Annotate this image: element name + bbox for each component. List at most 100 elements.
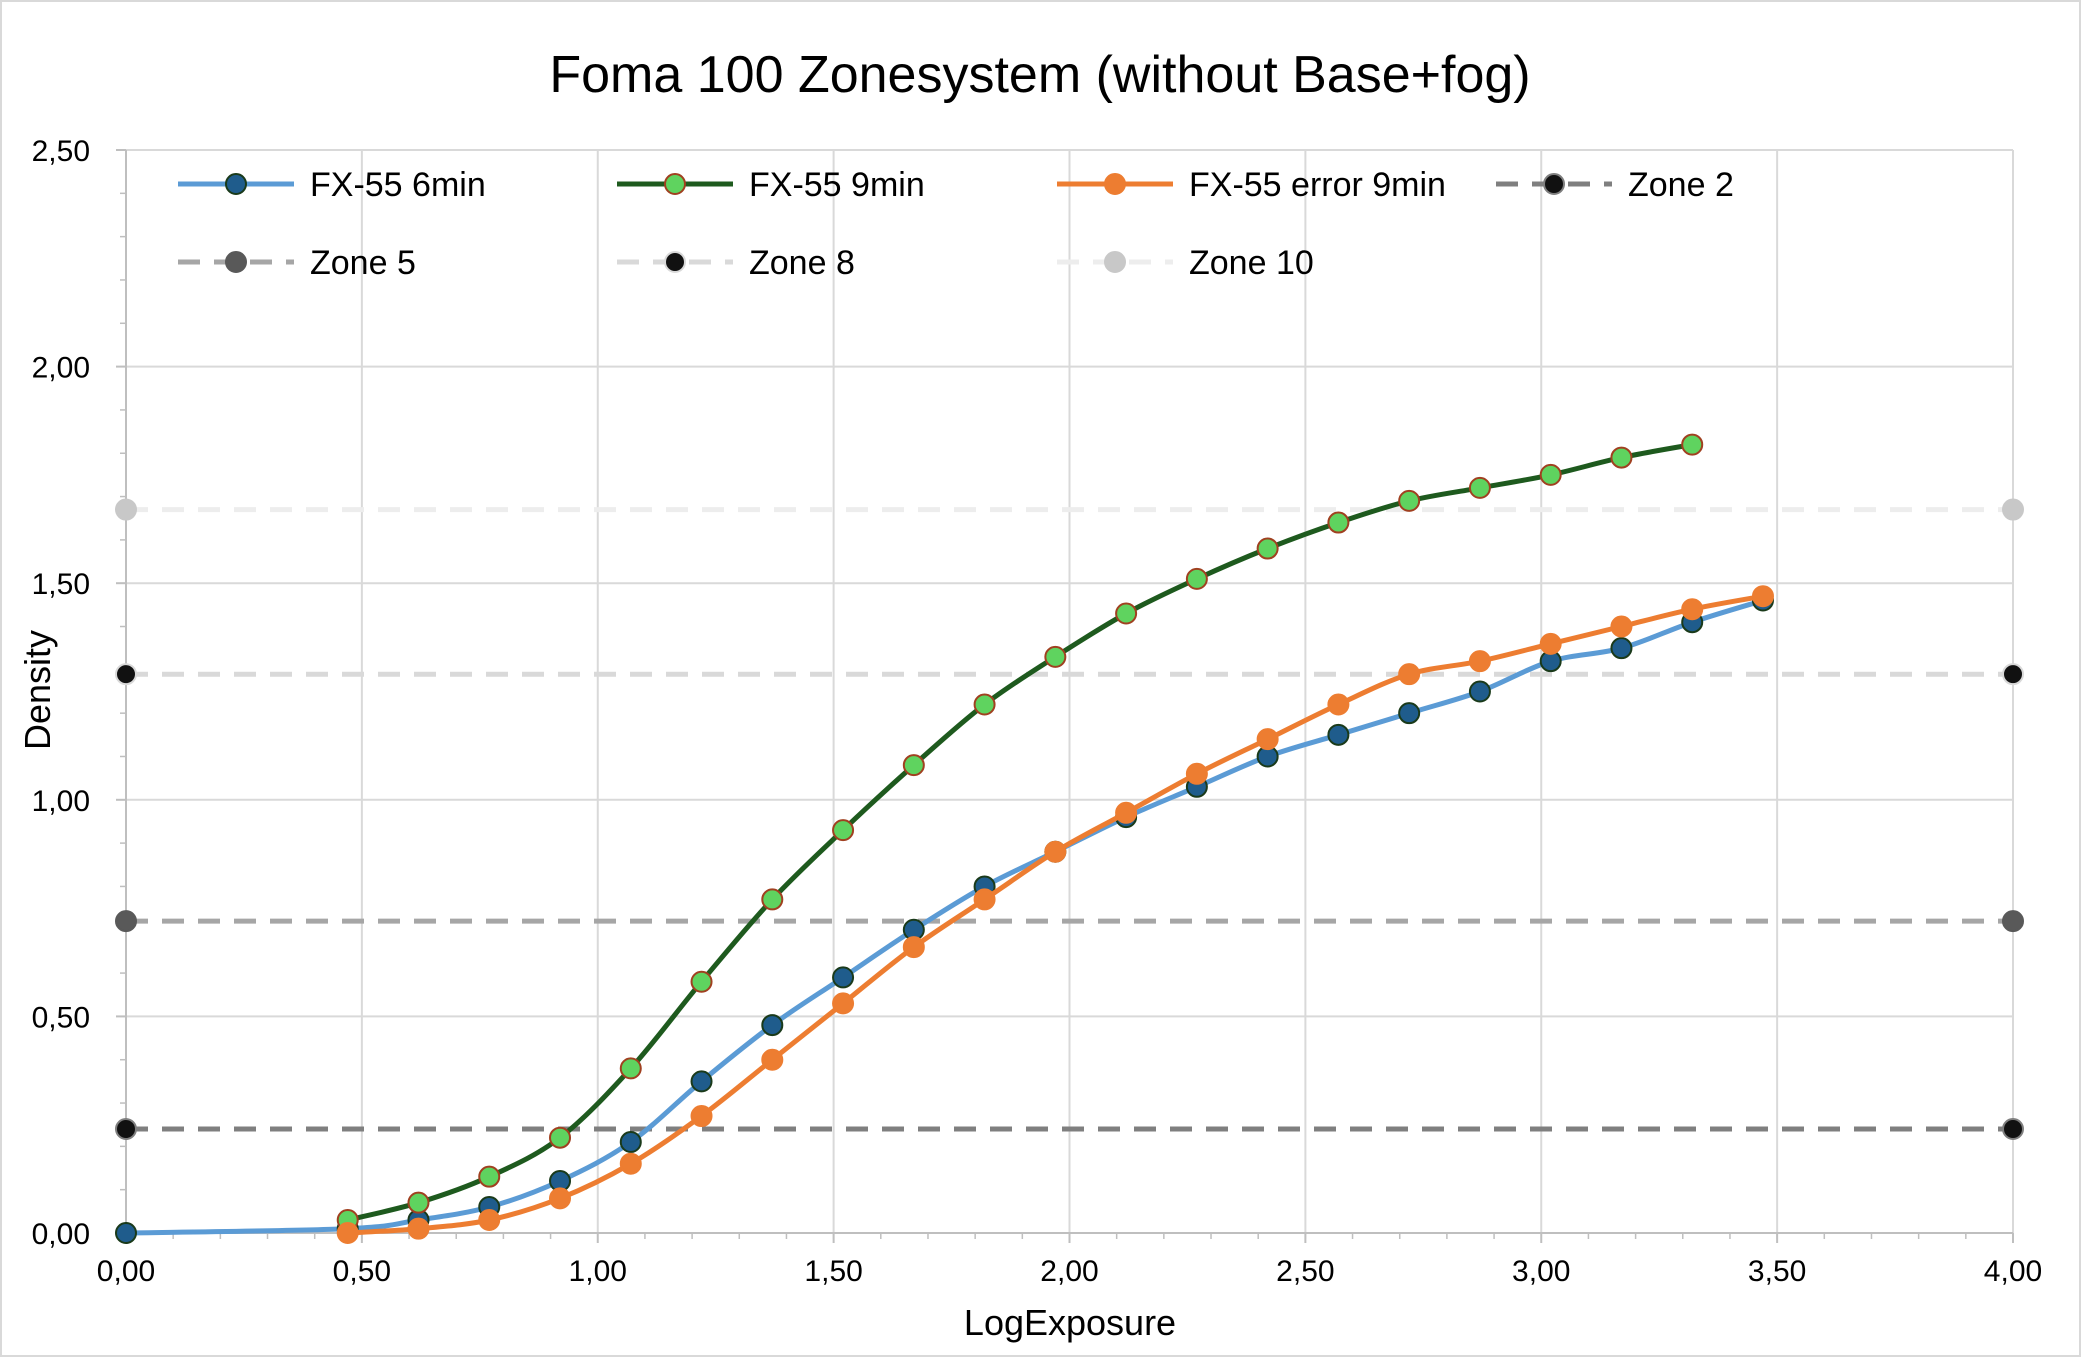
series-zone-2	[115, 1118, 2024, 1141]
series-fx-55-error-9min	[336, 585, 1774, 1244]
data-point-fx-55-9min	[1398, 489, 1421, 512]
data-point-fx-55-9min	[1044, 645, 1067, 668]
y-axis-title: Density	[17, 630, 58, 750]
x-tick-label: 4,00	[1984, 1255, 2042, 1288]
legend-label: Zone 10	[1189, 244, 1314, 282]
legend-swatch-marker	[1543, 173, 1565, 195]
x-tick-label: 0,50	[333, 1255, 391, 1288]
data-point-fx-55-6min	[619, 1131, 642, 1154]
y-tick-label: 2,50	[32, 135, 90, 168]
x-tick-label: 1,50	[804, 1255, 862, 1288]
data-point-fx-55-error-9min	[1256, 728, 1279, 751]
data-point-zone-5	[2002, 910, 2024, 933]
data-point-fx-55-6min	[1327, 723, 1350, 746]
data-point-fx-55-error-9min	[832, 992, 855, 1015]
data-point-fx-55-error-9min	[1044, 840, 1067, 863]
data-point-zone-10	[115, 498, 137, 521]
data-point-fx-55-9min	[761, 888, 784, 911]
x-tick-label: 0,00	[97, 1255, 155, 1288]
series-fx-55-9min	[336, 433, 1704, 1232]
y-tick-label: 1,00	[32, 785, 90, 818]
data-point-fx-55-6min	[1468, 680, 1491, 703]
data-point-fx-55-9min	[1115, 602, 1138, 625]
legend-swatch-marker	[664, 251, 686, 273]
data-point-zone-5	[115, 910, 137, 933]
series-group	[115, 433, 2024, 1244]
legend-item-zone-8: Zone 8	[617, 244, 855, 282]
legend-swatch-marker	[1104, 251, 1126, 273]
data-point-zone-8	[2002, 663, 2024, 686]
legend-label: FX-55 error 9min	[1189, 166, 1446, 204]
legend-label: Zone 5	[310, 244, 416, 282]
y-tick-label: 0,50	[32, 1001, 90, 1034]
data-point-fx-55-9min	[1185, 567, 1208, 590]
legend-item-zone-10: Zone 10	[1057, 244, 1314, 282]
data-point-fx-55-9min	[1327, 511, 1350, 534]
data-point-fx-55-error-9min	[1185, 762, 1208, 785]
legend-swatch-marker	[664, 173, 686, 195]
x-tick-label: 3,50	[1748, 1255, 1806, 1288]
data-point-zone-2	[2002, 1118, 2024, 1141]
data-point-fx-55-6min	[690, 1070, 713, 1093]
legend-swatch-marker	[1104, 173, 1126, 195]
data-point-fx-55-9min	[832, 819, 855, 842]
legend-item-zone-2: Zone 2	[1496, 166, 1734, 204]
legend-swatch-marker	[225, 173, 247, 195]
data-point-fx-55-error-9min	[690, 1105, 713, 1128]
x-tick-label: 2,00	[1040, 1255, 1098, 1288]
series-zone-10	[115, 498, 2024, 521]
data-point-fx-55-9min	[902, 754, 925, 777]
data-point-fx-55-error-9min	[973, 888, 996, 911]
data-point-fx-55-error-9min	[478, 1209, 501, 1232]
data-point-fx-55-9min	[1681, 433, 1704, 456]
legend-item-fx-55-9min: FX-55 9min	[617, 166, 925, 204]
data-point-fx-55-error-9min	[1610, 615, 1633, 638]
data-point-fx-55-9min	[1539, 463, 1562, 486]
data-point-fx-55-error-9min	[549, 1187, 572, 1210]
legend-label: Zone 8	[749, 244, 855, 282]
series-zone-5	[115, 910, 2024, 933]
data-point-fx-55-error-9min	[761, 1048, 784, 1071]
data-point-fx-55-6min	[115, 1222, 137, 1244]
x-axis-title: LogExposure	[964, 1302, 1176, 1343]
data-point-fx-55-error-9min	[1115, 801, 1138, 824]
x-tick-label: 2,50	[1276, 1255, 1334, 1288]
data-point-fx-55-6min	[1610, 637, 1633, 660]
legend-item-fx-55-6min: FX-55 6min	[178, 166, 486, 204]
data-point-fx-55-6min	[761, 1014, 784, 1037]
axes: 0,00 0,50 1,00 1,50 2,00 2,50 3,00 3,50 4,00 0,00…	[32, 135, 2043, 1288]
data-point-fx-55-error-9min	[1539, 632, 1562, 655]
y-tick-label: 1,50	[32, 568, 90, 601]
data-point-fx-55-9min	[478, 1165, 501, 1188]
y-tick-label: 2,00	[32, 352, 90, 385]
data-point-zone-2	[115, 1118, 137, 1141]
data-point-fx-55-error-9min	[1681, 598, 1704, 621]
legend-item-fx-55-error-9min: FX-55 error 9min	[1057, 166, 1446, 204]
data-point-fx-55-error-9min	[1751, 585, 1774, 608]
legend-swatch-marker	[225, 251, 247, 273]
y-tick-label: 0,00	[32, 1218, 90, 1251]
data-point-fx-55-9min	[549, 1126, 572, 1149]
data-point-fx-55-9min	[1468, 476, 1491, 499]
series-line-fx-55-error-9min	[345, 593, 1766, 1236]
data-point-fx-55-error-9min	[1327, 693, 1350, 716]
legend-label: FX-55 9min	[749, 166, 925, 204]
data-point-fx-55-error-9min	[619, 1152, 642, 1175]
legend: FX-55 6min FX-55 9min FX-55 error 9min Zone…	[178, 166, 1734, 282]
x-tick-label: 1,00	[569, 1255, 627, 1288]
data-point-fx-55-error-9min	[1398, 663, 1421, 686]
data-point-fx-55-9min	[407, 1191, 430, 1214]
data-point-fx-55-9min	[1256, 537, 1279, 560]
legend-label: Zone 2	[1628, 166, 1734, 204]
series-zone-8	[115, 663, 2024, 686]
data-point-fx-55-6min	[1398, 702, 1421, 725]
data-point-fx-55-9min	[1610, 446, 1633, 469]
legend-item-zone-5: Zone 5	[178, 244, 416, 282]
data-point-fx-55-error-9min	[902, 936, 925, 959]
legend-label: FX-55 6min	[310, 166, 486, 204]
data-point-zone-8	[115, 663, 137, 686]
data-point-fx-55-error-9min	[407, 1217, 430, 1240]
